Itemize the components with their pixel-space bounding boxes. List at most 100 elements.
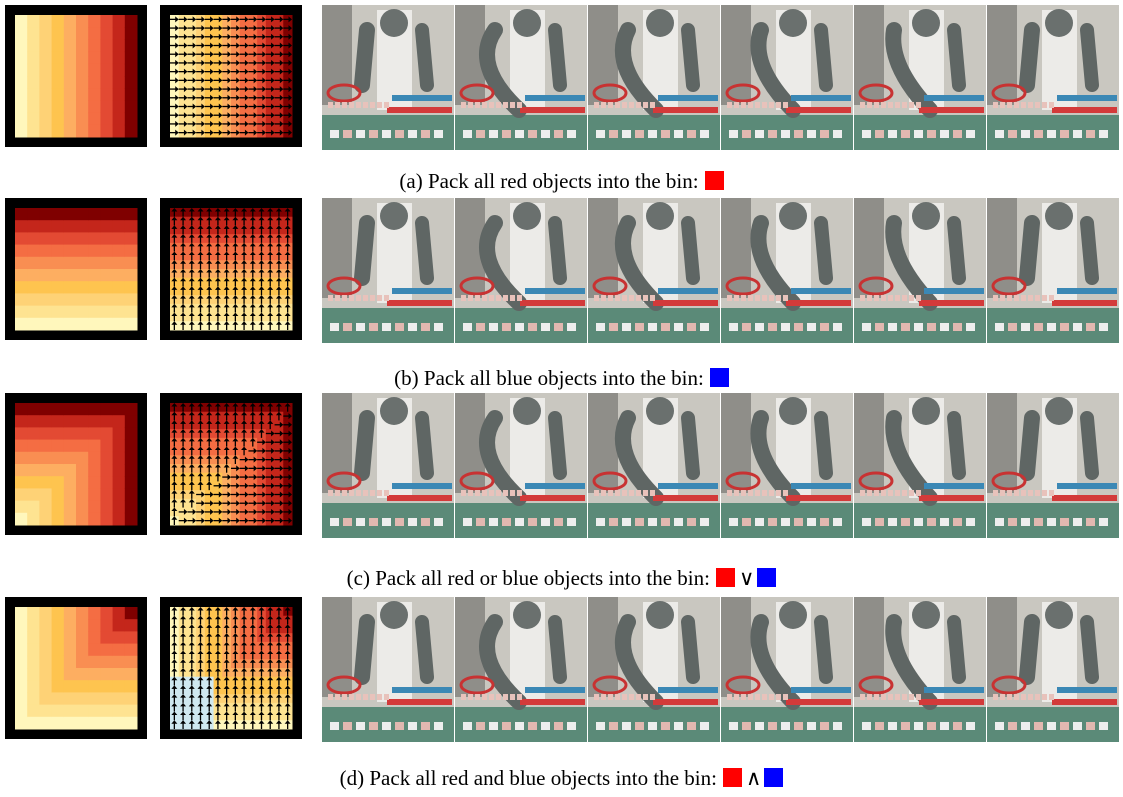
block (489, 518, 498, 526)
block (482, 694, 487, 700)
block (554, 323, 563, 331)
block (727, 490, 732, 496)
heatmap-cell (113, 488, 126, 501)
photo-frame (455, 393, 588, 538)
red-bar (1052, 495, 1117, 501)
block (881, 694, 886, 700)
heatmap-cell (39, 281, 52, 294)
heatmap-cell (39, 656, 52, 669)
block (622, 490, 627, 496)
heatmap-cell (125, 427, 138, 440)
heatmap-cell (113, 208, 126, 221)
heatmap-cell (88, 281, 101, 294)
heatmap-cell (27, 100, 40, 113)
heatmap-cell (52, 100, 65, 113)
heatmap-cell (52, 52, 65, 65)
heatmap-cell (88, 100, 101, 113)
heatmap-cell (113, 427, 126, 440)
frame-gap (986, 5, 987, 150)
block (755, 295, 760, 301)
block (636, 490, 641, 496)
heatmap-cell (113, 232, 126, 245)
heatmap-cell (15, 427, 28, 440)
heatmap-cell (100, 232, 113, 245)
block (734, 694, 739, 700)
red-bar (387, 300, 452, 306)
heatmap-cell (15, 607, 28, 620)
block (755, 130, 764, 138)
heatmap-cell (52, 245, 65, 258)
heatmap-cell (15, 52, 28, 65)
heatmap (15, 208, 138, 331)
heatmap-cell (113, 15, 126, 28)
heatmap-cell (100, 293, 113, 306)
heatmap-cell (15, 452, 28, 465)
block (916, 102, 921, 108)
heatmap-cell (88, 692, 101, 705)
wall-shade (721, 198, 751, 298)
heatmap-cell (100, 607, 113, 620)
heatmap-cell (64, 705, 77, 718)
heatmap-cell (125, 76, 138, 89)
blue-bar (791, 95, 851, 101)
block (734, 490, 739, 496)
heatmap-cell (27, 717, 40, 730)
block (1021, 518, 1030, 526)
block (363, 102, 368, 108)
heatmap-cell (27, 318, 40, 331)
block (794, 518, 803, 526)
heatmap-cell (52, 39, 65, 52)
heatmap-cell (27, 644, 40, 657)
vector-field (170, 208, 293, 331)
caption-text: (c) Pack all red or blue objects into th… (347, 566, 710, 590)
block (881, 102, 886, 108)
block (408, 323, 417, 331)
heatmap-cell (15, 513, 28, 526)
red-bar (387, 107, 452, 113)
block (1000, 102, 1005, 108)
block (622, 518, 631, 526)
heatmap-cell (100, 220, 113, 233)
heatmap-cell (113, 705, 126, 718)
block (395, 323, 404, 331)
block (594, 490, 599, 496)
heatmap-cell (52, 113, 65, 126)
heatmap-cell (39, 452, 52, 465)
block (635, 722, 644, 730)
heatmap-cell (88, 415, 101, 428)
block (349, 102, 354, 108)
heatmap-cell (88, 452, 101, 465)
robot-arm (362, 418, 367, 473)
block (768, 323, 777, 331)
robot-arm (422, 223, 427, 278)
heatmap-cell (76, 306, 89, 319)
heatmap-cell (39, 440, 52, 453)
red-bar (919, 495, 984, 501)
block (807, 323, 816, 331)
block (916, 490, 921, 496)
photo-frame (322, 597, 455, 742)
heatmap-cell (52, 208, 65, 221)
block (781, 130, 790, 138)
block (343, 518, 352, 526)
heatmap-cell (76, 488, 89, 501)
heatmap-cell (125, 293, 138, 306)
heatmap-cell (113, 668, 126, 681)
heatmap-cell (113, 113, 126, 126)
block (953, 722, 962, 730)
heatmap-cell (125, 88, 138, 101)
block (902, 490, 907, 496)
block (382, 722, 391, 730)
block (475, 295, 480, 301)
block (615, 295, 620, 301)
heatmap-cell (100, 88, 113, 101)
photo-frame (322, 198, 455, 343)
robot-head (513, 9, 541, 37)
block (468, 102, 473, 108)
heatmap-cell (88, 245, 101, 258)
heatmap-cell (64, 464, 77, 477)
block (860, 490, 865, 496)
block (1086, 130, 1095, 138)
block (833, 722, 842, 730)
block (762, 102, 767, 108)
